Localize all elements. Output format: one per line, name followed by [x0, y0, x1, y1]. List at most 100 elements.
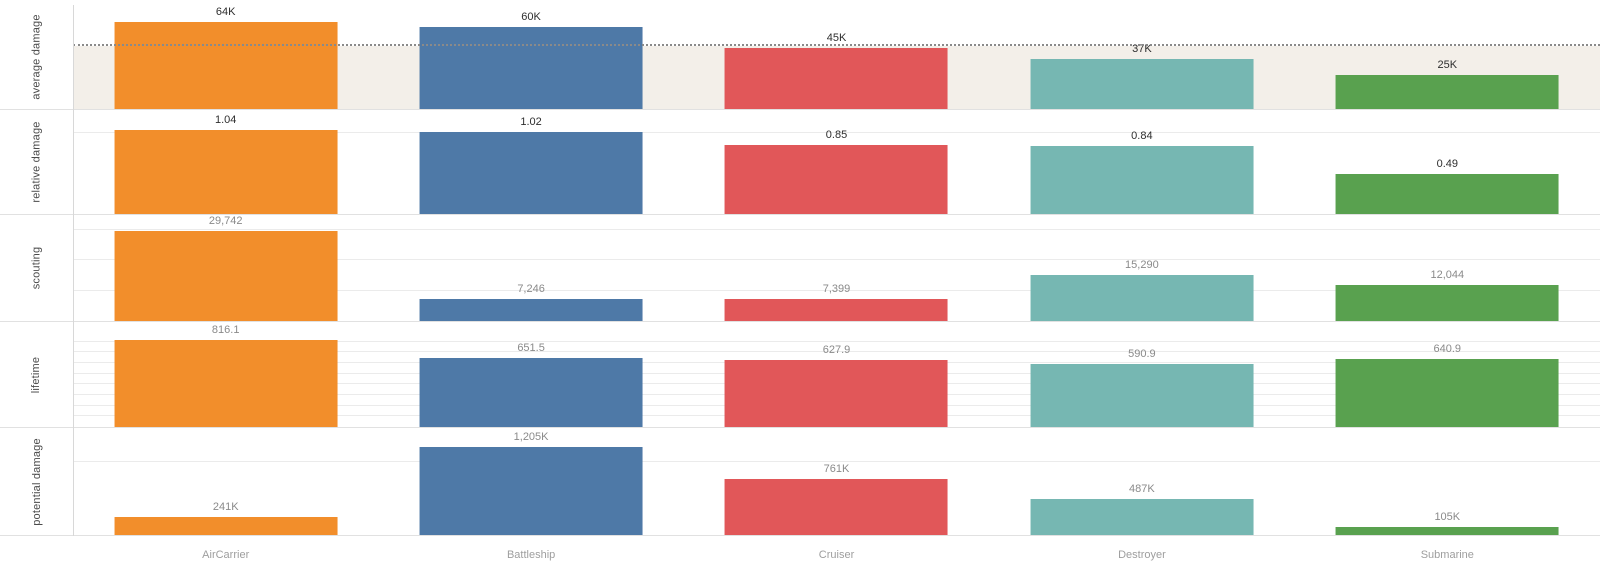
gridline [73, 259, 1600, 261]
bar-value-label: 0.84 [1131, 130, 1153, 143]
cruiser-potential-damage-bar[interactable] [725, 479, 948, 535]
reference-line [73, 44, 1600, 47]
metric-axis-label: potential damage [30, 437, 43, 526]
bar-value-label: 12,044 [1430, 268, 1465, 281]
panel-destroyer: 0.84 [989, 110, 1294, 214]
panel-aircarrier: 241K [73, 428, 378, 535]
destroyer-scouting-bar[interactable] [1030, 274, 1254, 321]
bar-value-label: 627.9 [822, 344, 851, 357]
destroyer-potential-damage-bar[interactable] [1030, 499, 1254, 535]
panel-battleship: 651.5 [378, 322, 683, 427]
panel-aircarrier: 64K [73, 5, 378, 109]
bar-value-label: 1,205K [513, 431, 549, 443]
panel-submarine: 0.49 [1295, 110, 1600, 214]
bar-value-label: 15,290 [1125, 258, 1159, 271]
panel-aircarrier: 816.1 [73, 322, 378, 427]
bar-value-label: 29,742 [208, 215, 243, 227]
bar-value-label: 64K [215, 6, 236, 18]
category-axis-label-submarine: Submarine [1420, 549, 1474, 561]
cruiser-scouting-bar[interactable] [725, 298, 948, 321]
row-plot-area: 816.1 651.5 627.9 590.9 640.9 [73, 322, 1600, 427]
panel-cruiser: 627.9 [684, 322, 989, 427]
gridline [73, 460, 1600, 462]
panel-submarine: 640.9 [1295, 322, 1600, 427]
aircarrier-potential-damage-bar[interactable] [114, 517, 338, 535]
panel-destroyer: 15,290 [989, 215, 1294, 321]
battleship-scouting-bar[interactable] [419, 299, 643, 321]
vertical-axis-line [73, 5, 74, 536]
bar-value-label: 105K [1434, 511, 1461, 524]
category-axis-label-destroyer: Destroyer [1118, 549, 1166, 561]
battleship-lifetime-bar[interactable] [419, 357, 643, 427]
panel-destroyer: 590.9 [989, 322, 1294, 427]
category-axis-label-battleship: Battleship [506, 549, 556, 561]
bar-value-label: 640.9 [1433, 342, 1462, 355]
bar-value-label: 1.04 [214, 114, 237, 126]
cruiser-relative-damage-bar[interactable] [725, 145, 948, 214]
battleship-potential-damage-bar[interactable] [419, 447, 643, 535]
aircarrier-lifetime-bar[interactable] [114, 340, 338, 427]
destroyer-relative-damage-bar[interactable] [1030, 146, 1254, 214]
bar-value-label: 1.02 [520, 115, 542, 128]
panel-battleship: 1.02 [378, 110, 683, 214]
aircarrier-relative-damage-bar[interactable] [114, 130, 338, 214]
panel-battleship: 60K [378, 5, 683, 109]
submarine-scouting-bar[interactable] [1335, 284, 1559, 321]
panel-battleship: 7,246 [378, 215, 683, 321]
bar-value-label: 590.9 [1128, 348, 1156, 361]
bar-value-label: 7,399 [822, 282, 851, 295]
gridline [73, 351, 1600, 353]
aircarrier-scouting-bar[interactable] [114, 231, 338, 321]
panel-submarine: 25K [1295, 5, 1600, 109]
cruiser-lifetime-bar[interactable] [725, 360, 948, 427]
bar-value-label: 761K [823, 463, 850, 476]
submarine-relative-damage-bar[interactable] [1335, 174, 1559, 214]
row-plot-area: 241K 1,205K 761K 487K 105K [73, 428, 1600, 535]
panel-cruiser: 7,399 [684, 215, 989, 321]
bar-value-label: 241K [212, 501, 239, 514]
destroyer-average-damage-bar[interactable] [1030, 58, 1254, 109]
destroyer-lifetime-bar[interactable] [1030, 364, 1254, 427]
row-plot-area: 64K 60K 45K 37K 25K [73, 5, 1600, 109]
metric-axis-label: average damage [30, 14, 43, 100]
metric-axis-label-cell: average damage [0, 5, 73, 109]
gridline [73, 289, 1600, 291]
metric-axis-label: lifetime [30, 356, 43, 393]
gridline [73, 340, 1600, 342]
metric-axis-label: scouting [30, 246, 43, 290]
submarine-potential-damage-bar[interactable] [1335, 527, 1559, 535]
cruiser-average-damage-bar[interactable] [725, 47, 948, 109]
panel-aircarrier: 1.04 [73, 110, 378, 214]
panel-submarine: 105K [1295, 428, 1600, 535]
battleship-average-damage-bar[interactable] [419, 27, 643, 109]
battleship-relative-damage-bar[interactable] [419, 131, 643, 214]
bar-value-label: 0.85 [825, 129, 848, 142]
bar-value-label: 60K [521, 11, 541, 24]
metric-row-potential-damage: potential damage 241K 1,205K 761K 487K 105K [0, 428, 1600, 536]
metric-rows-container: average damage 64K 60K 45K 37K 25K relative da… [0, 5, 1600, 536]
metric-axis-label-cell: relative damage [0, 110, 73, 214]
bar-value-label: 487K [1129, 483, 1155, 496]
bar-value-label: 25K [1437, 59, 1458, 72]
metric-row-scouting: scouting 29,742 7,246 7,399 15,290 12,044 [0, 215, 1600, 322]
bar-value-label: 45K [826, 31, 847, 44]
panel-aircarrier: 29,742 [73, 215, 378, 321]
submarine-lifetime-bar[interactable] [1335, 358, 1559, 427]
metric-row-average-damage: average damage 64K 60K 45K 37K 25K [0, 5, 1600, 110]
gridline [73, 132, 1600, 134]
bar-value-label: 0.49 [1436, 158, 1458, 171]
panel-destroyer: 37K [989, 5, 1294, 109]
row-plot-area: 29,742 7,246 7,399 15,290 12,044 [73, 215, 1600, 321]
metric-axis-label: relative damage [30, 121, 43, 203]
gridline [73, 229, 1600, 231]
category-axis-label-cruiser: Cruiser [818, 549, 855, 561]
aircarrier-average-damage-bar[interactable] [114, 22, 338, 109]
row-plot-area: 1.04 1.02 0.85 0.84 0.49 [73, 110, 1600, 214]
metric-axis-label-cell: scouting [0, 215, 73, 321]
panel-battleship: 1,205K [378, 428, 683, 535]
category-axis: AirCarrier Battleship Cruiser Destroyer Subm… [73, 536, 1600, 574]
bar-value-label: 651.5 [517, 341, 545, 354]
submarine-average-damage-bar[interactable] [1335, 75, 1559, 109]
metric-row-lifetime: lifetime 816.1 651.5 627.9 590.9 640.9 [0, 322, 1600, 428]
